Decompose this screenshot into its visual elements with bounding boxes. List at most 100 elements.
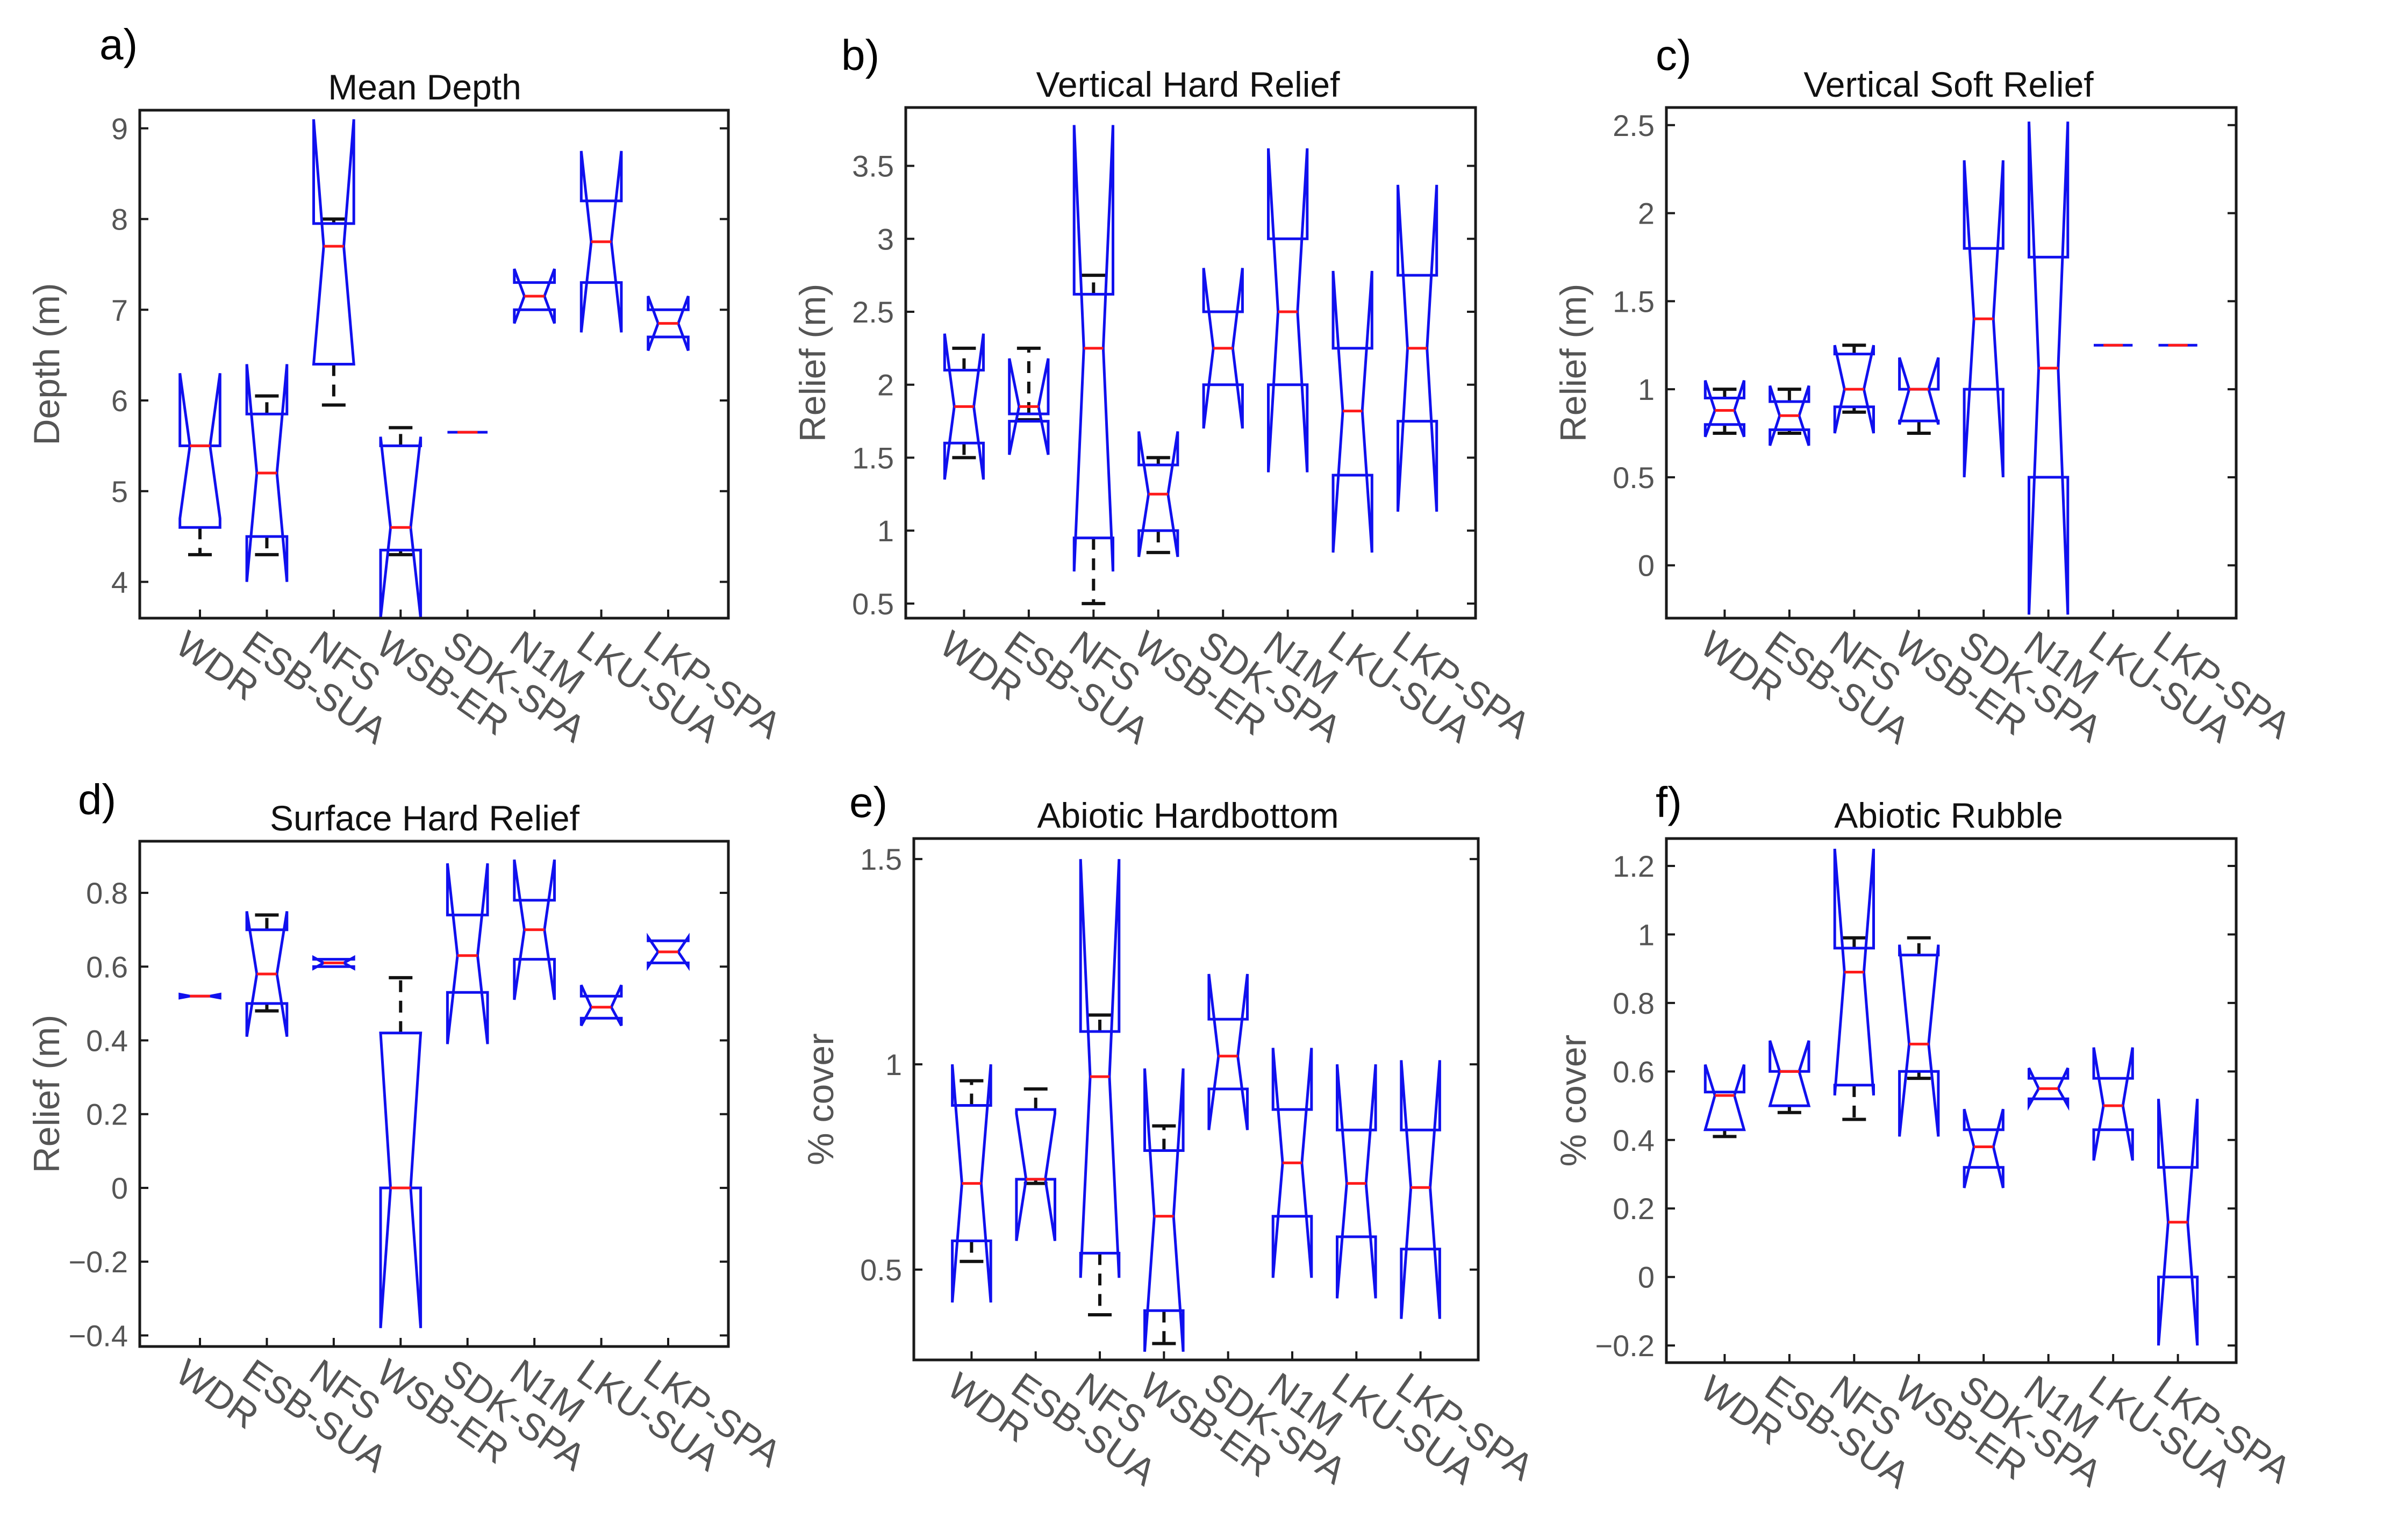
box-nfs: [1072, 125, 1114, 605]
box-lku-sua: [579, 984, 623, 1027]
notched-box: [245, 911, 289, 1037]
box-lku-sua: [2092, 1047, 2134, 1161]
box-wdr: [178, 373, 221, 556]
box-wdr: [943, 333, 985, 480]
chart-title: Vertical Hard Relief: [1036, 65, 1341, 104]
y-tick-label: 0.5: [1613, 461, 1655, 495]
notched-box: [446, 863, 489, 1044]
y-tick-label: 3: [877, 222, 894, 256]
box-wdr: [1703, 380, 1745, 438]
notched-box: [2092, 1047, 2134, 1161]
y-tick-label: 1: [877, 514, 894, 548]
box-n1m: [513, 268, 556, 324]
y-tick-label: 0.8: [1613, 986, 1655, 1020]
notched-box: [943, 333, 985, 480]
notched-box: [1400, 1060, 1441, 1319]
box-nfs: [1079, 859, 1121, 1316]
plot-frame: [912, 837, 1480, 1362]
y-tick-label: 0.5: [860, 1253, 902, 1287]
notched-box: [245, 364, 289, 582]
box-n1m: [2028, 121, 2070, 615]
box-lkp-spa: [1397, 184, 1438, 512]
notched-box: [1769, 385, 1810, 446]
y-axis-label: Depth (m): [26, 283, 67, 445]
box-esb-sua: [245, 364, 289, 582]
notched-box: [379, 1032, 423, 1328]
notched-box: [1703, 380, 1745, 438]
y-tick-label: 0.4: [86, 1024, 128, 1058]
box-esb-sua: [245, 911, 289, 1037]
notched-box: [312, 955, 355, 971]
chart-title: Vertical Soft Relief: [1803, 65, 2094, 104]
notched-box: [2157, 1099, 2199, 1346]
box-lku-sua: [579, 151, 623, 333]
box-wsb-er: [1898, 357, 1940, 435]
notched-box: [1008, 358, 1050, 455]
box-lkp-spa: [647, 933, 690, 971]
box-wsb-er: [1137, 431, 1179, 557]
y-tick-label: 1.5: [1613, 284, 1655, 318]
notched-box: [1703, 1064, 1746, 1131]
notched-box: [1202, 268, 1244, 429]
notched-box: [1015, 1108, 1056, 1241]
box-esb-sua: [1015, 1087, 1056, 1241]
y-tick-label: 1.5: [860, 842, 902, 876]
box-sdk-spa: [1963, 160, 2004, 478]
notched-box: [2028, 1067, 2070, 1111]
y-axis-label: Relief (m): [26, 1015, 67, 1173]
notched-box: [312, 119, 355, 366]
y-tick-label: 4: [111, 565, 128, 599]
panel-label: d): [78, 776, 116, 823]
box-n1m: [1267, 148, 1309, 472]
box-nfs: [312, 119, 355, 407]
y-tick-label: 8: [111, 203, 128, 237]
notched-box: [647, 296, 690, 352]
y-tick-label: 0.4: [1613, 1123, 1655, 1157]
box-wdr: [178, 992, 221, 1000]
panel-label: b): [841, 31, 879, 79]
box-wsb-er: [379, 976, 423, 1328]
notched-box: [1207, 973, 1249, 1130]
notched-box: [1267, 148, 1309, 472]
y-tick-label: 2.5: [1613, 109, 1655, 142]
box-esb-sua: [1008, 346, 1050, 455]
y-tick-label: 0.2: [1613, 1192, 1655, 1226]
y-tick-label: 1: [1638, 373, 1655, 406]
box-sdk-spa: [1207, 973, 1249, 1130]
panel-label: a): [99, 20, 138, 68]
box-lkp-spa: [1400, 1060, 1441, 1319]
y-tick-label: 9: [111, 112, 128, 146]
chart-title: Surface Hard Relief: [270, 798, 580, 838]
y-tick-label: 1.2: [1613, 849, 1655, 883]
chart-panel-b: b) Vertical Hard Relief Relief (m) 0.5 1 1.5 2…: [792, 31, 1538, 752]
box-wdr: [951, 1064, 992, 1303]
box-n1m: [1271, 1048, 1313, 1278]
notched-box: [1898, 357, 1940, 425]
y-axis-label: Relief (m): [1553, 284, 1594, 442]
box-lku-sua: [1336, 1064, 1377, 1299]
plot-frame: [138, 840, 730, 1348]
plot-frame: [1665, 837, 2238, 1364]
box-lkp-spa: [2157, 1099, 2199, 1346]
box-esb-sua: [1768, 1040, 1811, 1114]
y-axis-label: % cover: [800, 1033, 841, 1165]
notched-box: [1331, 270, 1373, 553]
notched-box: [2028, 121, 2070, 615]
notched-box: [579, 151, 623, 333]
notched-box: [579, 984, 623, 1027]
chart-panel-d: d) Surface Hard Relief Relief (m) −0.4 −0.2 0…: [26, 776, 789, 1480]
y-tick-label: 2: [1638, 197, 1655, 231]
box-nfs: [1833, 343, 1875, 434]
notched-box: [647, 933, 690, 971]
chart-panel-c: c) Vertical Soft Relief Relief (m) 0 0.5 1 1.5…: [1553, 31, 2299, 752]
y-tick-label: 1: [1638, 918, 1655, 951]
notched-box: [1397, 184, 1438, 512]
notched-box: [178, 373, 221, 529]
panel-label: c): [1656, 31, 1692, 79]
box-n1m: [2028, 1067, 2070, 1111]
y-tick-label: 0.2: [86, 1098, 128, 1131]
y-tick-label: −0.2: [1595, 1329, 1655, 1363]
y-tick-label: 7: [111, 293, 128, 327]
plot-frame: [904, 106, 1477, 620]
